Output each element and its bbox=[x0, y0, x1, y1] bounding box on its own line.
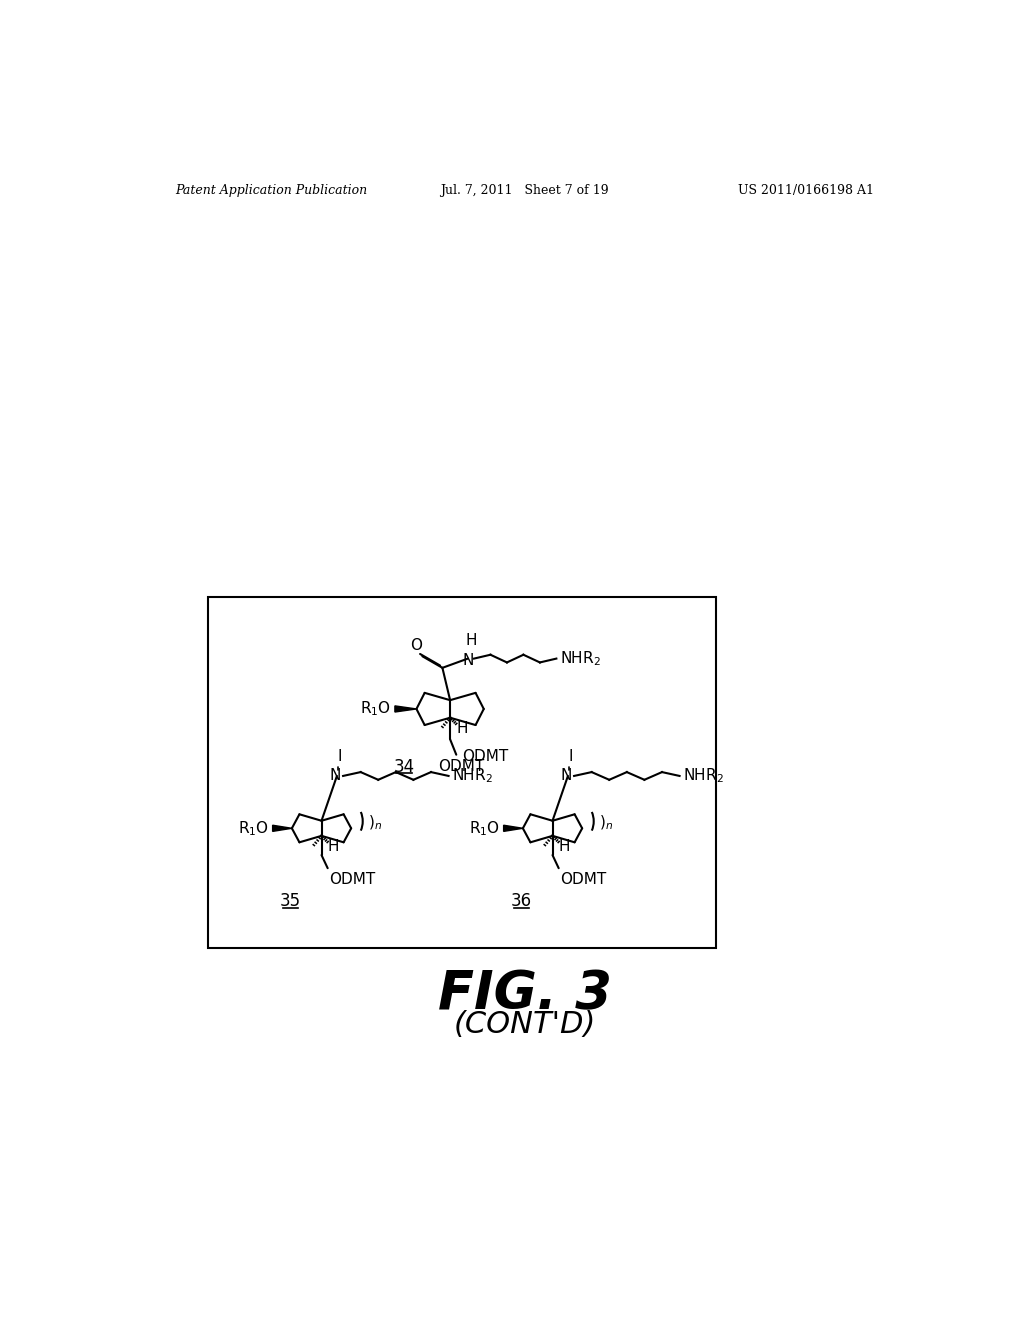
Text: (CONT'D): (CONT'D) bbox=[454, 1010, 596, 1039]
Text: NHR$_2$: NHR$_2$ bbox=[453, 767, 494, 785]
Text: 34: 34 bbox=[393, 758, 415, 776]
Text: H: H bbox=[457, 721, 468, 735]
Polygon shape bbox=[395, 706, 417, 711]
Text: O: O bbox=[411, 638, 422, 653]
Polygon shape bbox=[272, 825, 292, 832]
Text: ODMT: ODMT bbox=[560, 873, 606, 887]
Text: R$_1$O: R$_1$O bbox=[359, 700, 391, 718]
Polygon shape bbox=[504, 825, 523, 832]
Text: 36: 36 bbox=[511, 892, 532, 911]
Text: NHR$_2$: NHR$_2$ bbox=[683, 767, 724, 785]
Text: FIG. 3: FIG. 3 bbox=[438, 968, 611, 1020]
Text: )$_n$: )$_n$ bbox=[368, 813, 382, 832]
Text: I: I bbox=[338, 750, 342, 764]
Text: N: N bbox=[561, 768, 572, 784]
Text: ODMT: ODMT bbox=[463, 748, 509, 764]
Bar bbox=[208, 597, 716, 948]
Text: H: H bbox=[328, 840, 339, 854]
Text: Jul. 7, 2011   Sheet 7 of 19: Jul. 7, 2011 Sheet 7 of 19 bbox=[440, 185, 609, 197]
Text: I: I bbox=[568, 750, 573, 764]
Text: ODMT: ODMT bbox=[438, 759, 484, 775]
Text: NHR$_2$: NHR$_2$ bbox=[560, 649, 601, 668]
Text: N: N bbox=[462, 652, 473, 668]
Text: ODMT: ODMT bbox=[330, 873, 376, 887]
Text: N: N bbox=[330, 768, 341, 784]
Text: R$_1$O: R$_1$O bbox=[469, 818, 500, 838]
Text: US 2011/0166198 A1: US 2011/0166198 A1 bbox=[738, 185, 874, 197]
Text: H: H bbox=[466, 632, 477, 648]
Text: H: H bbox=[559, 840, 570, 854]
Text: R$_1$O: R$_1$O bbox=[238, 818, 268, 838]
Text: 35: 35 bbox=[281, 892, 301, 911]
Text: Patent Application Publication: Patent Application Publication bbox=[175, 185, 368, 197]
Text: )$_n$: )$_n$ bbox=[599, 813, 613, 832]
